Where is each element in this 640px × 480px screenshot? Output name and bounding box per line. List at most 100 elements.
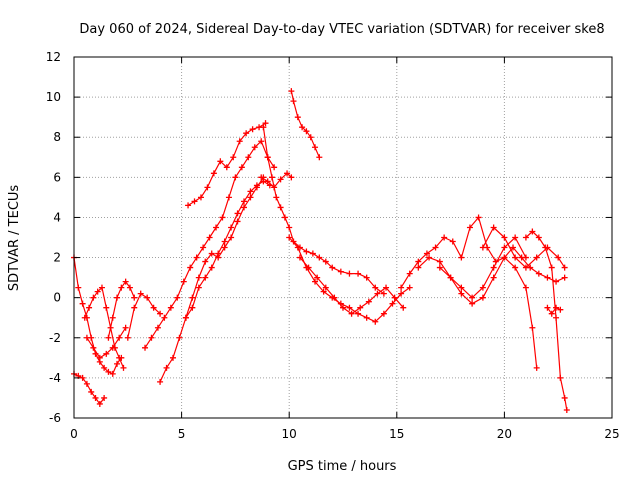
series-trace — [127, 293, 161, 338]
data-point — [553, 304, 560, 311]
data-point — [150, 304, 157, 311]
data-point — [357, 304, 364, 311]
data-point — [189, 304, 196, 311]
data-point — [501, 234, 508, 241]
data-point — [225, 194, 232, 201]
data-point — [548, 264, 555, 271]
data-point — [258, 174, 265, 181]
data-point — [157, 310, 164, 317]
data-point — [103, 304, 110, 311]
data-point — [208, 250, 215, 257]
series-arc-2 — [71, 370, 108, 407]
grid-lines — [74, 57, 612, 418]
series-arc-12 — [260, 124, 387, 297]
y-tick-label: -2 — [49, 331, 61, 345]
data-point — [316, 154, 323, 161]
data-point — [191, 198, 198, 205]
data-point — [120, 364, 127, 371]
data-point — [92, 394, 99, 401]
series-trace — [290, 90, 320, 158]
data-point — [374, 290, 381, 297]
data-point — [535, 234, 542, 241]
data-point — [105, 368, 112, 375]
data-point — [122, 324, 129, 331]
series-arc-14 — [286, 234, 413, 325]
series-trace — [73, 257, 122, 375]
data-point — [561, 264, 568, 271]
data-point — [193, 254, 200, 261]
data-point — [303, 248, 310, 255]
data-point — [469, 294, 476, 301]
y-tick-label: 4 — [53, 210, 61, 224]
data-point — [288, 174, 295, 181]
data-point — [288, 88, 295, 95]
data-point — [223, 164, 230, 171]
data-point — [114, 294, 121, 301]
data-point — [355, 270, 362, 277]
data-point — [83, 380, 90, 387]
data-point — [195, 284, 202, 291]
data-point — [109, 314, 116, 321]
data-point — [142, 344, 149, 351]
data-point — [512, 254, 519, 261]
data-point — [228, 224, 235, 231]
data-point — [398, 290, 405, 297]
data-point — [557, 374, 564, 381]
data-point — [195, 274, 202, 281]
data-point — [234, 210, 241, 217]
data-point — [479, 284, 486, 291]
y-tick-label: 2 — [53, 251, 61, 265]
y-tick-label: 8 — [53, 130, 61, 144]
data-point — [109, 370, 116, 377]
data-point — [144, 294, 151, 301]
data-point — [522, 284, 529, 291]
data-point — [490, 274, 497, 281]
series-arc-1 — [71, 254, 125, 377]
data-point — [247, 194, 254, 201]
data-point — [176, 334, 183, 341]
data-point — [561, 394, 568, 401]
data-point — [406, 284, 413, 291]
data-point — [88, 388, 95, 395]
data-point — [103, 350, 110, 357]
data-point — [253, 184, 260, 191]
data-point — [294, 114, 301, 121]
data-point — [533, 364, 540, 371]
data-point — [522, 234, 529, 241]
series-arc-11 — [258, 170, 295, 191]
series-arc-17 — [415, 234, 529, 301]
data-point — [299, 124, 306, 131]
data-point — [180, 278, 187, 285]
data-point — [563, 406, 570, 413]
data-point — [406, 270, 413, 277]
series-arc-8 — [157, 178, 273, 385]
data-point — [372, 284, 379, 291]
series-arc-20 — [522, 228, 570, 413]
y-tick-label: 6 — [53, 170, 61, 184]
data-point — [337, 268, 344, 275]
series-arc-6 — [124, 290, 164, 341]
data-point — [249, 126, 256, 133]
data-point — [264, 178, 271, 185]
data-point — [271, 164, 278, 171]
data-point — [260, 124, 267, 131]
data-point — [331, 294, 338, 301]
data-point — [277, 176, 284, 183]
data-point — [243, 130, 250, 137]
data-point — [81, 314, 88, 321]
data-point — [264, 154, 271, 161]
y-tick-label: -4 — [49, 371, 61, 385]
plotted-series — [71, 88, 570, 413]
data-point — [423, 250, 430, 257]
data-point — [529, 324, 536, 331]
data-point — [290, 98, 297, 105]
data-point — [86, 304, 93, 311]
data-point — [501, 254, 508, 261]
series-trace — [299, 257, 404, 315]
series-arc-7 — [142, 138, 278, 351]
data-point — [312, 278, 319, 285]
data-point — [436, 258, 443, 265]
data-point — [372, 318, 379, 325]
data-point — [79, 300, 86, 307]
